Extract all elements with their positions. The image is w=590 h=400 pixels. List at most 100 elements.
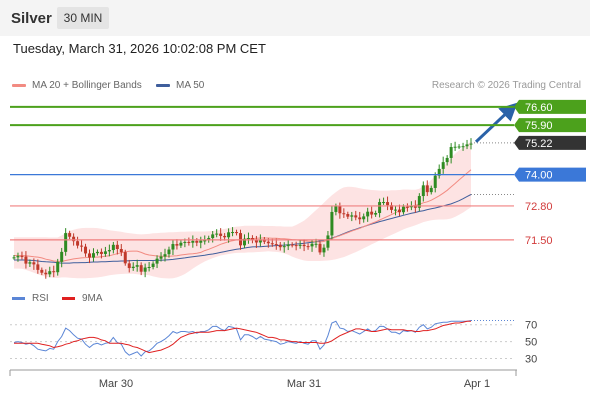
candle-body [441, 162, 445, 169]
candle-body [437, 168, 441, 176]
price-tag-pivot [514, 167, 586, 182]
candle-body [76, 241, 80, 246]
candle-body [366, 211, 370, 217]
candle-body [48, 271, 52, 275]
chart-datetime: Tuesday, March 31, 2026 10:02:08 PM CET [13, 41, 266, 56]
rsi-ma-swatch [62, 296, 75, 300]
candle-body [378, 202, 382, 213]
candle-body [350, 215, 354, 217]
candle-body [60, 251, 64, 262]
candle-body [338, 206, 342, 214]
legend-ma50: MA 50 [156, 80, 204, 91]
candle-body [270, 243, 274, 245]
candle-body [16, 256, 20, 258]
candle-body [99, 251, 103, 254]
candle-body [334, 206, 338, 212]
legend-rsi: RSI [12, 293, 49, 304]
candle-body [195, 240, 199, 243]
ma50-swatch [156, 83, 170, 87]
candle-body [397, 209, 401, 213]
price-tag-r1 [514, 118, 586, 133]
candle-body [401, 206, 405, 213]
candle-body [445, 157, 449, 163]
candle-body [421, 185, 425, 197]
candle-body [449, 147, 453, 158]
candle-body [103, 251, 107, 254]
candle-body [203, 240, 207, 242]
candle-body [322, 247, 326, 253]
candle-body [84, 246, 88, 254]
candle-body [453, 146, 457, 148]
rsi-tick-label: 30 [525, 354, 537, 366]
candle-body [342, 213, 346, 215]
candle-body [413, 205, 417, 208]
candle-body [294, 245, 298, 247]
candle-body [330, 211, 334, 236]
candle-body [242, 238, 246, 246]
candle-body [469, 143, 473, 145]
ma20-swatch [12, 83, 26, 87]
legend-rsi-label: RSI [32, 293, 49, 304]
candle-body [68, 233, 72, 237]
candle-body [425, 185, 429, 193]
candle-body [151, 263, 155, 267]
candle-body [40, 269, 44, 273]
top-bar: Silver 30 MIN [0, 0, 590, 36]
candle-body [282, 246, 286, 248]
candle-body [302, 244, 306, 247]
rsi-ma-line [14, 320, 471, 354]
candle-body [12, 257, 16, 259]
candle-body [278, 244, 282, 248]
x-tick-label: Apr 1 [464, 378, 490, 390]
timeframe-button[interactable]: 30 MIN [57, 7, 109, 29]
candle-body [286, 244, 290, 247]
candle-body [111, 244, 115, 251]
candle-body [258, 239, 262, 243]
candle-body [266, 241, 270, 244]
rsi-panel: 70 50 30 [10, 320, 537, 366]
candle-body [167, 249, 171, 255]
candle-body [250, 238, 254, 240]
candle-body [306, 246, 310, 248]
candle-body [183, 241, 187, 243]
candle-body [318, 243, 322, 253]
candle-body [393, 209, 397, 211]
candle-body [131, 266, 135, 269]
level-lines: 76.60 75.90 75.22 74.00 72.80 71.50 [10, 99, 586, 247]
candle-body [139, 265, 143, 272]
legend-ma20: MA 20 + Bollinger Bands [12, 80, 142, 91]
candle-body [80, 245, 84, 247]
candle-body [20, 256, 24, 258]
candle-body [382, 202, 386, 204]
candle-body [433, 175, 437, 188]
candle-body [374, 213, 378, 215]
candle-body [461, 146, 465, 148]
candle-body [91, 253, 95, 258]
candle-body [465, 144, 469, 147]
price-label-r1: 75.90 [525, 120, 553, 132]
candle-body [72, 236, 76, 242]
candle-body [187, 241, 191, 243]
candle-body [227, 232, 231, 238]
candle-body [191, 240, 195, 243]
candle-body [358, 217, 362, 220]
candle-body [310, 243, 314, 247]
candle-body [52, 271, 56, 273]
candle-body [246, 238, 250, 240]
legend-rsi-ma: 9MA [62, 293, 103, 304]
candle-body [457, 146, 461, 148]
copyright-notice: Research © 2026 Trading Central [431, 80, 581, 91]
candle-body [370, 211, 374, 215]
price-label-s2: 71.50 [525, 235, 553, 247]
price-panel [12, 102, 518, 279]
candle-body [235, 232, 239, 234]
candle-body [231, 232, 235, 234]
candle-body [175, 244, 179, 246]
price-tag-r2 [514, 99, 586, 114]
candle-body [88, 253, 92, 258]
rsi-swatch [12, 296, 25, 300]
candle-body [314, 243, 318, 245]
candle-body [171, 244, 175, 250]
price-label-last: 75.22 [525, 138, 553, 150]
